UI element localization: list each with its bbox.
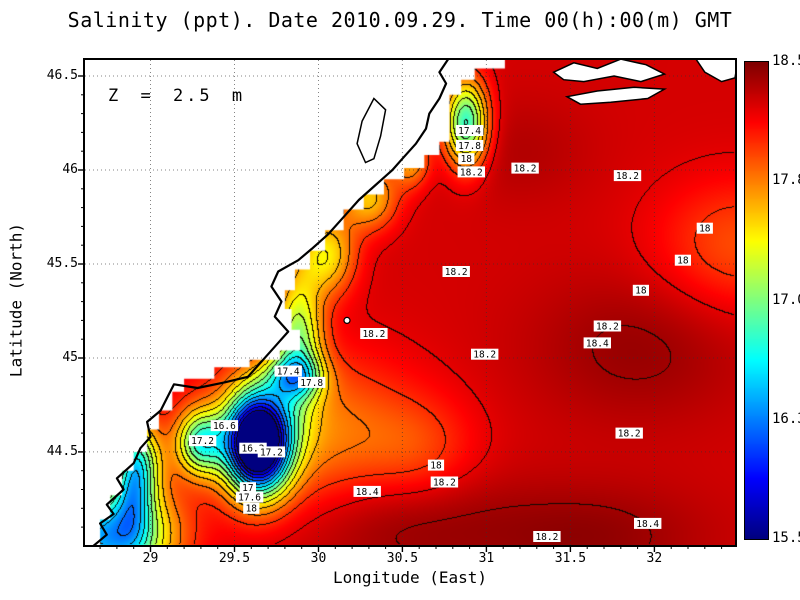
x-tick-label: 31.5 <box>554 551 587 566</box>
y-tick-label: 46 <box>62 161 78 177</box>
chart-title: Salinity (ppt). Date 2010.09.29. Time 00… <box>67 8 733 32</box>
colorbar-tick-label: 15.5 <box>772 530 800 546</box>
y-axis-label: Latitude (North) <box>6 222 26 378</box>
colorbar-tick-label: 17.8 <box>772 172 800 189</box>
x-tick-label: 30 <box>310 551 327 566</box>
colorbar-tick-label: 18.5 <box>772 53 800 69</box>
salinity-heatmap-canvas <box>85 60 735 545</box>
y-tick-label: 44.5 <box>46 443 78 459</box>
depth-annotation: Z = 2.5 m <box>108 86 246 106</box>
colorbar-tick-label: 16.3 <box>772 410 800 427</box>
colorbar-gradient <box>745 62 768 539</box>
colorbar-tick-label: 17.0 <box>772 291 800 308</box>
x-tick-label: 29.5 <box>218 551 251 566</box>
y-tick-label: 45.5 <box>46 255 78 271</box>
plot-frame <box>83 58 737 547</box>
colorbar <box>744 61 769 540</box>
x-tick-label: 31 <box>478 551 495 566</box>
y-tick-label: 45 <box>62 349 78 365</box>
x-tick-label: 32 <box>646 551 663 566</box>
x-tick-label: 30.5 <box>386 551 419 566</box>
x-axis-label: Longitude (East) <box>332 568 488 587</box>
x-tick-label: 29 <box>142 551 159 566</box>
y-tick-label: 46.5 <box>46 67 78 83</box>
